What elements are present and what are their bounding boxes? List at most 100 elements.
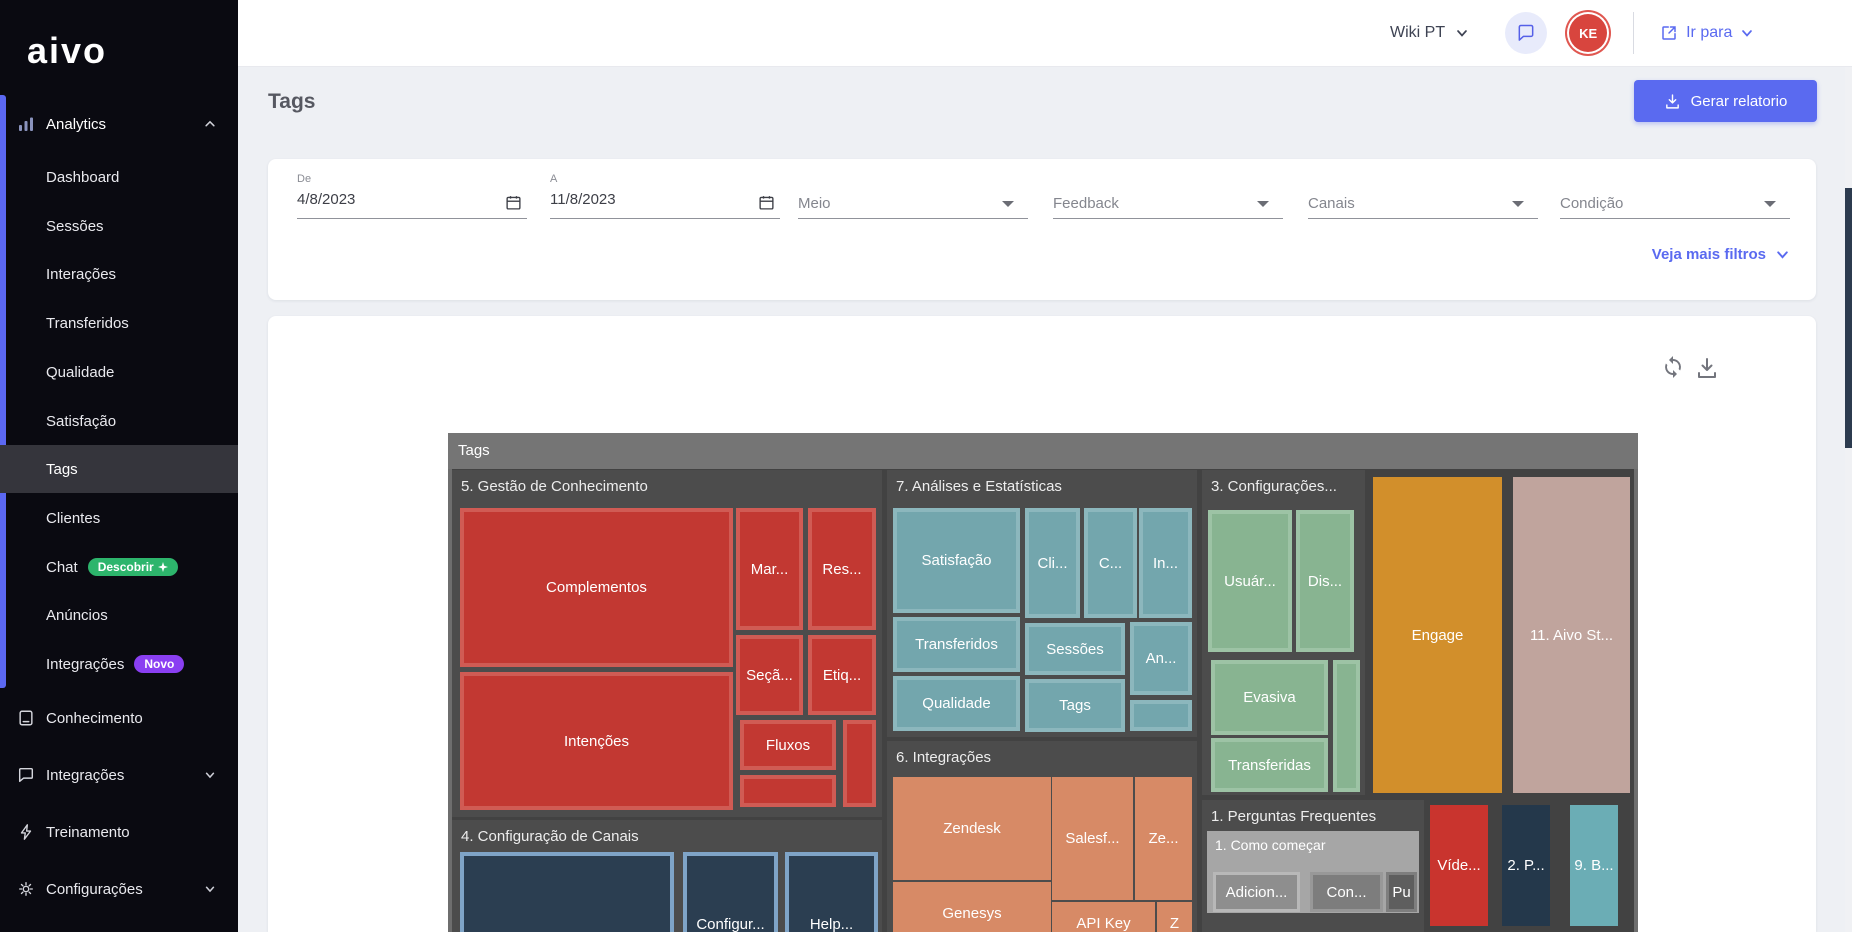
aivo-logo: aivo <box>27 30 108 71</box>
treemap-tile-qualidade[interactable]: Qualidade <box>893 676 1020 731</box>
treemap-tile-an[interactable]: An... <box>1130 622 1192 695</box>
treemap-tile-zendesk[interactable]: Zendesk <box>893 777 1051 880</box>
treemap-tile-adicion[interactable]: Adicion... <box>1213 872 1300 912</box>
sidebar-item-dashboard[interactable]: Dashboard <box>0 153 238 201</box>
treemap-tile-9-b[interactable]: 9. B... <box>1570 805 1618 926</box>
treemap-group-4-configuracao-de-canais: 4. Configuração de Canais Configur... Help… <box>452 820 882 932</box>
treemap-tile-con[interactable]: Con... <box>1310 872 1383 912</box>
treemap-tile-label: Adicion... <box>1225 883 1288 901</box>
sidebar-section-analytics[interactable]: Analytics <box>0 100 238 148</box>
sidebar: aivo Analytics Dashboard Sessões Interaçõe… <box>0 0 238 932</box>
treemap-tile-label: Cli... <box>1037 554 1068 572</box>
sidebar-item-anuncios[interactable]: Anúncios <box>0 591 238 639</box>
filter-select-canais[interactable]: Canais <box>1308 159 1538 300</box>
sidebar-item-qualidade[interactable]: Qualidade <box>0 348 238 396</box>
refresh-icon[interactable] <box>1661 355 1685 379</box>
treemap-tile-fluxos[interactable]: Fluxos <box>740 720 836 770</box>
download-icon[interactable] <box>1695 356 1719 380</box>
sidebar-item-sessoes[interactable]: Sessões <box>0 202 238 250</box>
treemap-tile-dis[interactable]: Dis... <box>1296 510 1354 652</box>
treemap-tile-2-p[interactable]: 2. P... <box>1502 805 1550 926</box>
workspace-selector[interactable]: Wiki PT <box>1390 24 1446 41</box>
date-from-field[interactable]: De 4/8/2023 <box>297 159 527 300</box>
sidebar-section-conhecimento[interactable]: Conhecimento <box>0 694 238 742</box>
sidebar-item-interacoes[interactable]: Interações <box>0 250 238 298</box>
treemap-tile-satisfacao[interactable]: Satisfação <box>893 508 1020 613</box>
treemap-tile-c[interactable]: C... <box>1084 508 1137 618</box>
treemap-group-7-analises-e-estatisticas: 7. Análises e Estatísticas Satisfação Cli.… <box>887 470 1197 737</box>
sidebar-section-configuracoes[interactable]: Configurações <box>0 865 238 913</box>
date-from-value[interactable]: 4/8/2023 <box>297 191 356 208</box>
treemap-tile-11-aivo-st[interactable]: 11. Aivo St... <box>1513 477 1630 793</box>
treemap-tile-tile[interactable] <box>460 852 674 932</box>
treemap-tile-seca[interactable]: Seçã... <box>736 635 803 715</box>
treemap-tile-transferidas[interactable]: Transferidas <box>1211 738 1328 792</box>
treemap-tile-label: Víde... <box>1437 857 1481 874</box>
more-filters-link[interactable]: Veja mais filtros <box>1652 246 1790 263</box>
sidebar-section-treinamento[interactable]: Treinamento <box>0 808 238 856</box>
treemap-tile-evasiva[interactable]: Evasiva <box>1211 660 1328 735</box>
sidebar-section-integracoes[interactable]: Integrações <box>0 751 238 799</box>
treemap-tile-genesys[interactable]: Genesys <box>893 882 1051 932</box>
sidebar-item-integracoes[interactable]: Integrações Novo <box>0 640 238 688</box>
treemap-tile-engage[interactable]: Engage <box>1373 477 1502 793</box>
sidebar-item-label: Chat <box>46 558 78 576</box>
filter-select-label: Feedback <box>1053 195 1119 212</box>
treemap-tile-salesf[interactable]: Salesf... <box>1052 777 1133 900</box>
treemap-tile-label: C... <box>1098 554 1123 572</box>
treemap-tile-tags[interactable]: Tags <box>1025 679 1125 732</box>
scrollbar-track[interactable] <box>1845 67 1852 932</box>
sidebar-section-label: Conhecimento <box>46 709 143 727</box>
treemap-tile-usuar[interactable]: Usuár... <box>1208 510 1292 652</box>
filter-select-feedback[interactable]: Feedback <box>1053 159 1283 300</box>
treemap-tile-z[interactable]: Z <box>1157 902 1192 932</box>
book-icon <box>17 709 35 727</box>
treemap-tile-cli[interactable]: Cli... <box>1025 508 1080 618</box>
treemap-tile-label: Fluxos <box>765 736 811 754</box>
sidebar-item-satisfacao[interactable]: Satisfação <box>0 397 238 445</box>
dropdown-arrow-icon <box>1764 201 1776 207</box>
sidebar-item-clientes[interactable]: Clientes <box>0 494 238 542</box>
treemap-tile-transferidos[interactable]: Transferidos <box>893 617 1020 672</box>
treemap-tile-ze[interactable]: Ze... <box>1135 777 1192 900</box>
treemap-tile-sessoes[interactable]: Sessões <box>1025 623 1125 675</box>
filter-select-meio[interactable]: Meio <box>798 159 1028 300</box>
generate-report-button[interactable]: Gerar relatorio <box>1634 80 1817 122</box>
sidebar-item-tags[interactable]: Tags <box>0 445 238 493</box>
treemap-tile-help[interactable]: Help... <box>785 852 878 932</box>
treemap-tile-tile[interactable] <box>843 720 876 807</box>
treemap-tile-tile[interactable] <box>1333 660 1360 792</box>
header-actions: Wiki PT KE Ir para <box>1390 0 1754 66</box>
date-to-value[interactable]: 11/8/2023 <box>550 191 616 208</box>
treemap-tile-label: Transferidos <box>915 636 998 653</box>
calendar-icon[interactable] <box>505 194 522 211</box>
treemap-title: Tags <box>448 433 1638 469</box>
treemap-tile-label: An... <box>1145 650 1177 667</box>
treemap-tile-api-key[interactable]: API Key <box>1052 902 1155 932</box>
treemap-tile-complementos[interactable]: Complementos <box>460 508 733 667</box>
filter-select-label: Canais <box>1308 195 1355 212</box>
go-to-link[interactable]: Ir para <box>1660 24 1754 42</box>
sidebar-item-transferidos[interactable]: Transferidos <box>0 299 238 347</box>
treemap-tile-tile[interactable] <box>1130 700 1192 731</box>
treemap-tile-vide[interactable]: Víde... <box>1430 805 1488 926</box>
calendar-icon[interactable] <box>758 194 775 211</box>
treemap-tile-tile[interactable] <box>740 775 836 807</box>
treemap-tile-res[interactable]: Res... <box>808 508 876 630</box>
filter-select-condicao[interactable]: Condição <box>1560 159 1790 300</box>
sidebar-item-chat[interactable]: Chat Descobrir <box>0 543 238 591</box>
treemap-tile-pu[interactable]: Pu <box>1386 872 1417 912</box>
feedback-chat-button[interactable] <box>1505 12 1548 54</box>
chevron-down-icon[interactable] <box>1455 26 1469 40</box>
treemap-tile-label: 2. P... <box>1507 857 1545 874</box>
scrollbar-thumb[interactable] <box>1845 188 1852 448</box>
treemap-tile-intencoes[interactable]: Intenções <box>460 672 733 810</box>
treemap-tile-configur[interactable]: Configur... <box>683 852 778 932</box>
treemap-tile-mar[interactable]: Mar... <box>736 508 803 630</box>
treemap-group-header: 4. Configuração de Canais <box>461 828 639 845</box>
date-to-field[interactable]: A 11/8/2023 <box>550 159 780 300</box>
treemap-tile-label: Seçã... <box>746 666 793 684</box>
treemap-tile-etiq[interactable]: Etiq... <box>808 635 876 715</box>
treemap-tile-in[interactable]: In... <box>1139 508 1192 618</box>
user-avatar[interactable]: KE <box>1569 14 1608 52</box>
